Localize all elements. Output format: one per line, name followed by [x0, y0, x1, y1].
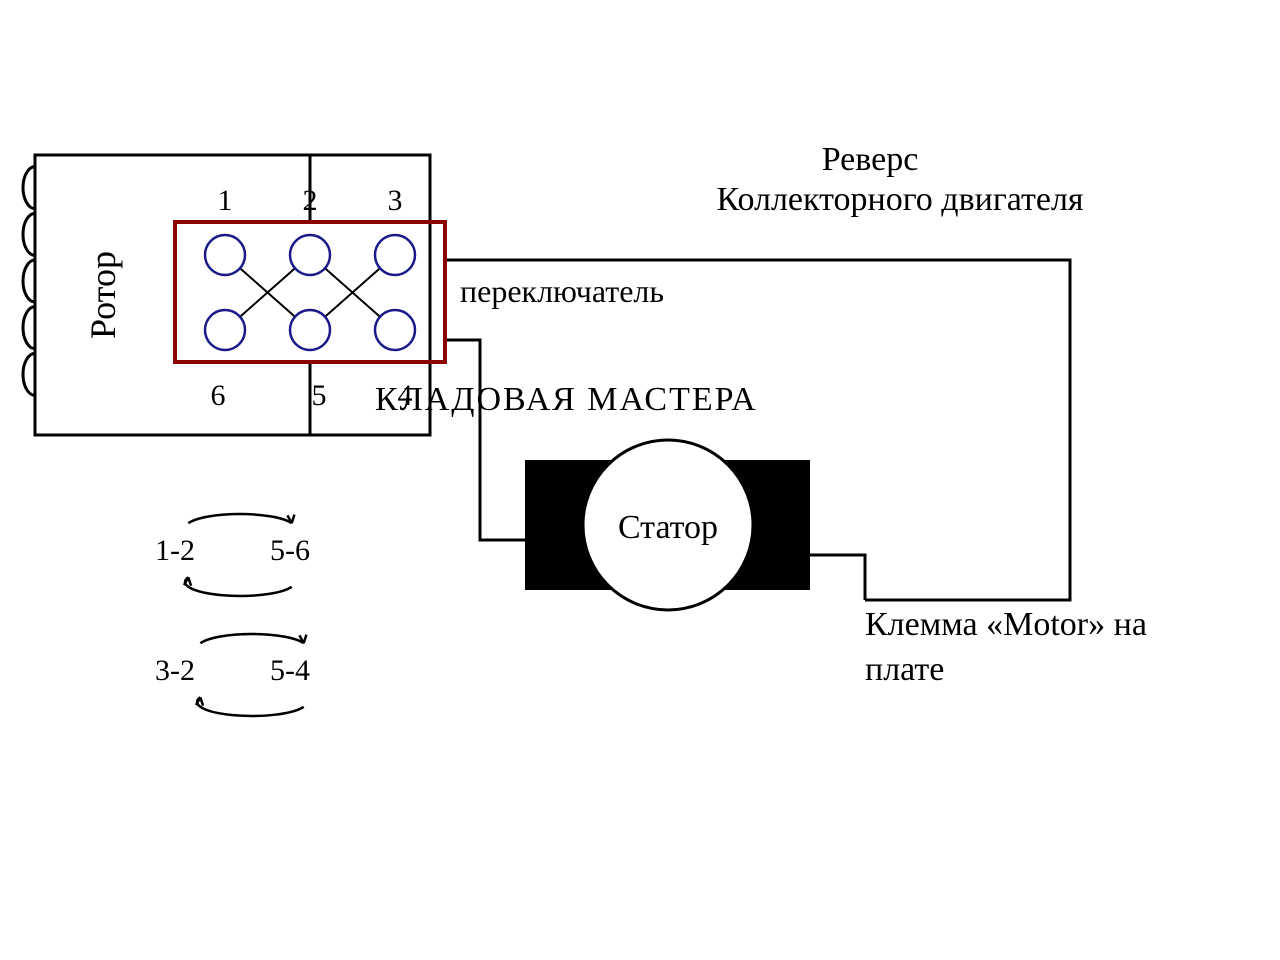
terminal-label-1: Клемма «Motor» на [865, 606, 1147, 643]
pin-label-3: 3 [388, 184, 403, 217]
pin-label-2: 2 [303, 184, 318, 217]
pin-label-1: 1 [218, 184, 233, 217]
legend-3-2: 3-2 [155, 654, 195, 687]
legend-1-2: 1-2 [155, 534, 195, 567]
watermark-text: КЛАДОВАЯ МАСТЕРА [375, 381, 758, 418]
title-line2: Коллекторного двигателя [716, 181, 1083, 218]
pin-label-6: 6 [211, 379, 226, 412]
switch-label: переключатель [460, 273, 664, 309]
rotor-coil-icon [23, 167, 35, 396]
title-line1: Реверс [822, 141, 919, 178]
legend-5-4: 5-4 [270, 654, 310, 687]
pin-label-5: 5 [312, 379, 327, 412]
rotor-label: Ротор [83, 251, 123, 339]
switch-terminals [205, 235, 415, 350]
stator-label: Статор [618, 509, 718, 546]
terminal-label-2: плате [865, 651, 944, 688]
legend-5-6: 5-6 [270, 534, 310, 567]
circuit-diagram: РеверсКоллекторного двигателя Ротор перекл… [0, 0, 1280, 960]
pin-label-4: 4 [398, 379, 413, 412]
